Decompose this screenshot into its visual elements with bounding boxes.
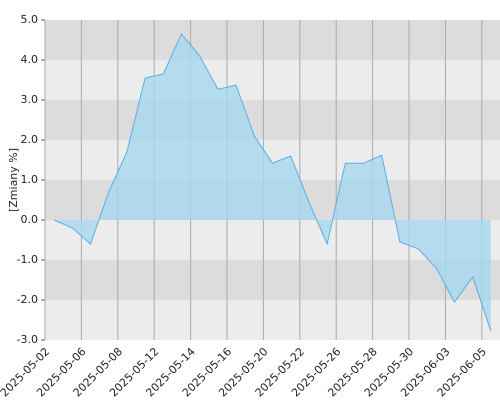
area (54, 34, 491, 332)
y-tick-label: -3.0 (17, 333, 38, 346)
y-axis-label: [Zmiany %] (7, 148, 20, 212)
y-tick-label: 2.0 (21, 133, 39, 146)
band (45, 60, 500, 100)
y-tick-label: 3.0 (21, 93, 39, 106)
y-tick-label: -1.0 (17, 253, 38, 266)
band (45, 300, 500, 340)
y-tick-label: 1.0 (21, 173, 39, 186)
y-tick-label: 5.0 (21, 13, 39, 26)
y-tick-label: 4.0 (21, 53, 39, 66)
band (45, 100, 500, 140)
band (45, 260, 500, 300)
y-tick-label: -2.0 (17, 293, 38, 306)
band (45, 20, 500, 60)
line (53, 33, 492, 332)
y-tick-label: 0.0 (21, 213, 39, 226)
